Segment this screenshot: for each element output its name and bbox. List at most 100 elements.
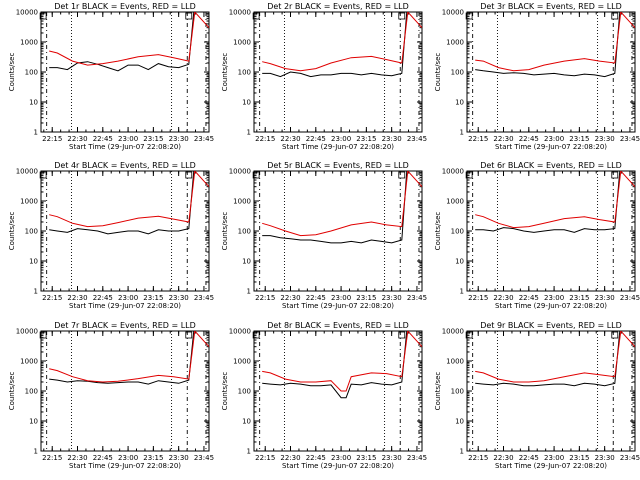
x-tick-label: 23:00 (544, 294, 564, 302)
events-series-line (475, 12, 621, 78)
x-tick-label: 22:15 (468, 454, 488, 462)
x-axis-label: Start Time (29-Jun-07 22:08:20) (282, 143, 394, 151)
y-tick-label: 1000 (20, 358, 38, 366)
detector-chart-3: Det 3r BLACK = Events, RED = LLD 1 10 100 10… (434, 2, 640, 151)
x-tick-label: 23:30 (595, 454, 615, 462)
y-tick-label: 1000 (20, 39, 38, 47)
y-tick-label: 10 (455, 418, 464, 426)
events-series-line (262, 12, 408, 78)
x-tick-label: 23:45 (194, 294, 214, 302)
x-tick-label: 22:15 (255, 135, 275, 143)
plot-area (49, 171, 209, 235)
x-tick-label: 22:30 (67, 454, 87, 462)
y-axis-label: Counts/sec (221, 53, 229, 92)
y-tick-label: 1000 (446, 358, 464, 366)
chart-title: Det 8r BLACK = Events, RED = LLD (267, 321, 409, 330)
x-tick-label: 23:00 (544, 135, 564, 143)
x-tick-label: 22:45 (93, 135, 113, 143)
marker-box (39, 12, 47, 20)
y-tick-label: 100 (451, 228, 464, 236)
events-series-line (49, 12, 195, 72)
x-tick-label: 22:30 (493, 135, 513, 143)
x-tick-label: 23:30 (595, 135, 615, 143)
y-tick-label: 10 (242, 99, 251, 107)
x-tick-label: 22:45 (519, 135, 539, 143)
events-series-line (262, 331, 408, 399)
y-tick-label: 100 (25, 69, 38, 77)
y-tick-label: 1000 (446, 198, 464, 206)
detector-chart-2: Det 2r BLACK = Events, RED = LLD 1 10 100 10… (221, 2, 427, 151)
marker-box (465, 171, 473, 179)
lld-series-line (475, 331, 635, 383)
events-series-line (49, 171, 195, 235)
y-tick-label: 10000 (442, 328, 464, 336)
x-tick-label: 23:30 (169, 294, 189, 302)
x-tick-label: 23:00 (118, 454, 138, 462)
x-tick-label: 22:30 (67, 135, 87, 143)
x-tick-label: 23:15 (143, 135, 163, 143)
x-tick-label: 22:45 (93, 294, 113, 302)
x-tick-label: 23:30 (382, 135, 402, 143)
x-tick-label: 22:15 (468, 294, 488, 302)
x-tick-label: 23:45 (407, 294, 427, 302)
x-tick-label: 23:15 (356, 294, 376, 302)
y-tick-label: 10000 (229, 9, 251, 17)
plot-area (262, 171, 422, 244)
lld-series-line (262, 171, 422, 237)
x-tick-label: 22:45 (93, 454, 113, 462)
events-series-line (475, 331, 621, 387)
plot-area (475, 12, 635, 78)
x-axis-label: Start Time (29-Jun-07 22:08:20) (69, 462, 181, 470)
marker-box (185, 12, 193, 20)
x-tick-label: 22:45 (306, 454, 326, 462)
y-axis-label: Counts/sec (8, 372, 16, 411)
y-axis-label: Counts/sec (434, 212, 442, 251)
chart-title: Det 7r BLACK = Events, RED = LLD (54, 321, 196, 330)
marker-box (611, 331, 619, 339)
detector-chart-1: Det 1r BLACK = Events, RED = LLD 1 10 100 10… (8, 2, 214, 151)
plot-frame (40, 11, 210, 133)
chart-title: Det 6r BLACK = Events, RED = LLD (480, 161, 622, 170)
detector-chart-4: Det 4r BLACK = Events, RED = LLD 1 10 100 10… (8, 161, 214, 310)
x-tick-label: 23:45 (620, 454, 640, 462)
marker-box (398, 171, 406, 179)
x-tick-label: 23:00 (118, 135, 138, 143)
lld-series-line (262, 331, 422, 392)
detector-chart-6: Det 6r BLACK = Events, RED = LLD 1 10 100 10… (434, 161, 640, 310)
marker-box (465, 331, 473, 339)
y-tick-label: 100 (25, 228, 38, 236)
x-tick-label: 23:45 (620, 294, 640, 302)
x-tick-label: 22:30 (67, 294, 87, 302)
y-tick-label: 100 (238, 388, 251, 396)
x-tick-label: 23:00 (118, 294, 138, 302)
x-tick-label: 23:30 (169, 454, 189, 462)
y-tick-label: 10000 (16, 328, 38, 336)
plot-area (49, 12, 209, 72)
detector-chart-7: Det 7r BLACK = Events, RED = LLD 1 10 100 10… (8, 321, 214, 470)
chart-title: Det 1r BLACK = Events, RED = LLD (54, 2, 196, 11)
marker-box (465, 12, 473, 20)
x-tick-label: 23:15 (143, 294, 163, 302)
chart-title: Det 9r BLACK = Events, RED = LLD (480, 321, 622, 330)
x-tick-label: 23:45 (194, 135, 214, 143)
detector-chart-5: Det 5r BLACK = Events, RED = LLD 1 10 100 10… (221, 161, 427, 310)
plot-area (475, 331, 635, 387)
plot-area (49, 331, 209, 385)
lld-series-line (49, 12, 209, 66)
y-tick-label: 10000 (16, 9, 38, 17)
y-tick-label: 1 (247, 448, 251, 456)
marker-box (252, 171, 260, 179)
chart-title: Det 2r BLACK = Events, RED = LLD (267, 2, 409, 11)
y-tick-label: 10000 (229, 168, 251, 176)
y-tick-label: 1000 (20, 198, 38, 206)
x-tick-label: 23:15 (143, 454, 163, 462)
marker-box (185, 331, 193, 339)
y-tick-label: 1 (34, 129, 38, 137)
y-tick-label: 1000 (446, 39, 464, 47)
y-axis-label: Counts/sec (8, 53, 16, 92)
x-axis-label: Start Time (29-Jun-07 22:08:20) (69, 143, 181, 151)
plot-frame (253, 11, 423, 133)
y-tick-label: 100 (238, 228, 251, 236)
marker-box (611, 171, 619, 179)
y-tick-label: 10 (455, 99, 464, 107)
